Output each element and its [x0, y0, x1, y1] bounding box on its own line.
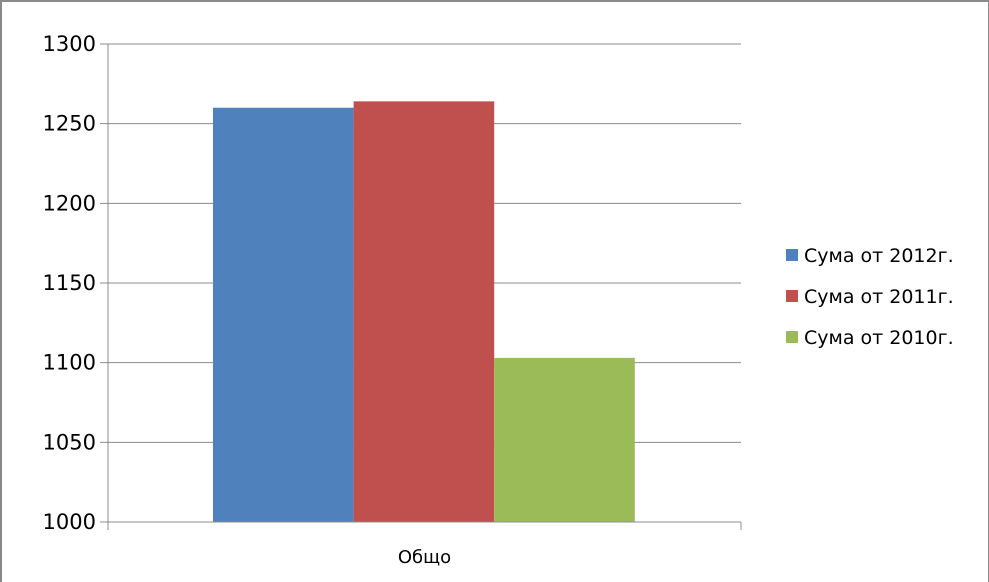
y-tick-label: 1300: [43, 32, 96, 56]
axes: [107, 44, 742, 530]
legend-swatch: [786, 290, 798, 302]
y-tick-label: 1250: [43, 112, 96, 136]
legend-label: Сума от 2010г.: [804, 327, 954, 349]
bar: [213, 107, 354, 522]
y-tick-labels: 1000 1050 1100 1150 1200 1250 1300: [43, 32, 96, 534]
legend-swatch: [786, 331, 798, 343]
y-tick-label: 1150: [43, 271, 96, 295]
legend: Сума от 2012г. Сума от 2011г. Сума от 2010…: [786, 245, 954, 349]
y-tick-label: 1050: [43, 430, 96, 454]
legend-label: Сума от 2011г.: [804, 286, 954, 308]
legend-swatch: [786, 249, 798, 261]
y-tick-label: 1200: [43, 191, 96, 215]
x-tick-label: Общо: [398, 547, 451, 568]
y-tick-label: 1000: [43, 510, 96, 534]
bar: [353, 101, 495, 523]
bars: [213, 101, 635, 523]
y-tick-label: 1100: [43, 351, 96, 375]
bar: [494, 357, 635, 522]
x-tick-labels: Общо: [398, 547, 451, 568]
legend-label: Сума от 2012г.: [804, 245, 954, 267]
